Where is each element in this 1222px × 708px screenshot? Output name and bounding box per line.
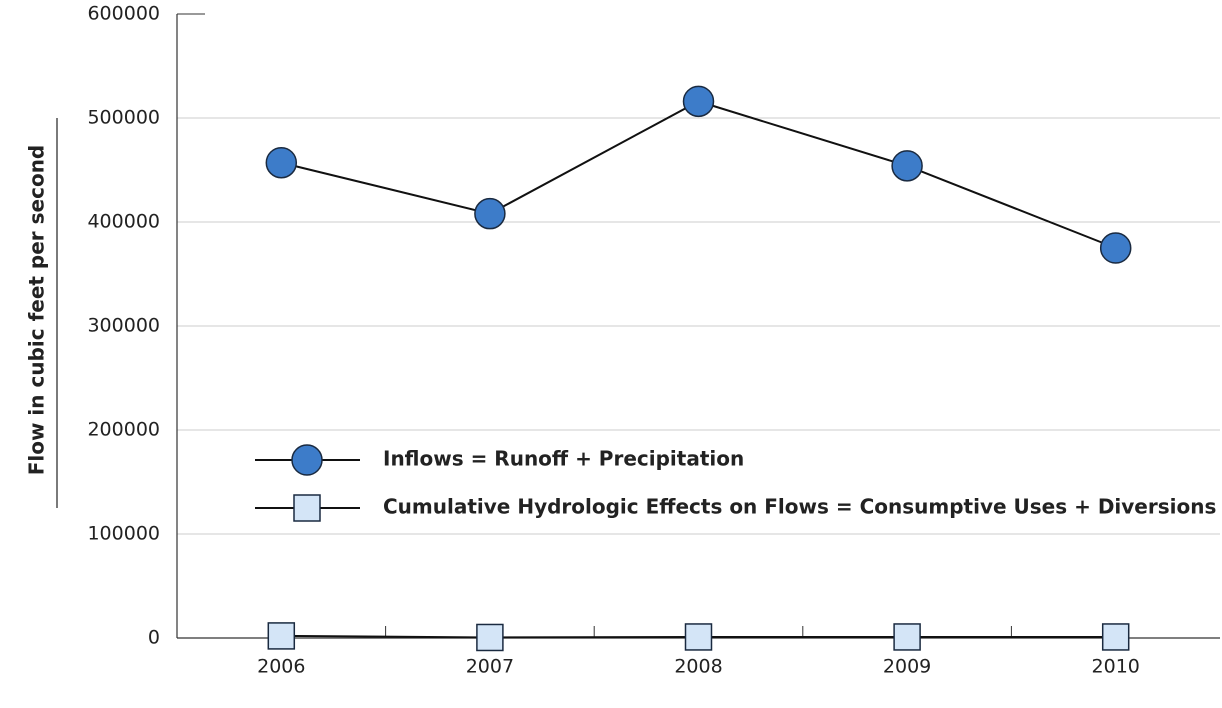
x-tick-label: 2008 — [674, 656, 722, 678]
data-point — [474, 197, 506, 230]
legend-marker — [293, 494, 321, 522]
data-point — [476, 623, 504, 652]
y-tick-label: 100000 — [87, 523, 160, 545]
y-tick-label: 200000 — [87, 419, 160, 441]
x-tick-label: 2010 — [1092, 656, 1140, 678]
series-line — [281, 100, 1117, 249]
data-point — [265, 146, 298, 179]
data-point — [893, 623, 921, 651]
y-tick-label: 300000 — [87, 315, 160, 337]
y-tick-label: 600000 — [87, 3, 160, 25]
legend-label: Inflows = Runoff + Precipitation — [383, 447, 744, 471]
y-tick-label: 0 — [148, 627, 160, 649]
legend-marker — [291, 444, 323, 476]
x-tick-label: 2006 — [257, 656, 305, 678]
data-point — [1101, 623, 1130, 651]
data-point — [1099, 232, 1132, 264]
y-axis-title: Flow in cubic feet per second — [25, 145, 49, 476]
y-tick-label: 500000 — [87, 107, 160, 129]
data-point — [684, 623, 713, 651]
data-point — [682, 85, 715, 118]
y-tick-label: 400000 — [87, 211, 160, 233]
x-tick-label: 2009 — [883, 656, 931, 678]
x-tick-label: 2007 — [466, 656, 514, 678]
legend-label: Cumulative Hydrologic Effects on Flows =… — [383, 495, 1216, 519]
data-point — [891, 150, 923, 182]
data-point — [267, 622, 296, 650]
